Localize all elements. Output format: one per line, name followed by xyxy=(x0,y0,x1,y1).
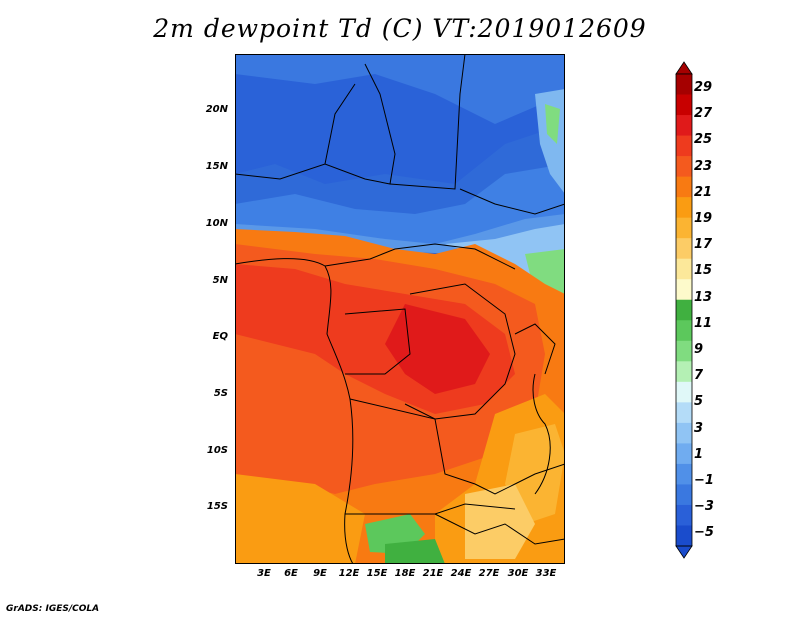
colorbar-label: 13 xyxy=(694,289,713,305)
colorbar-label: 25 xyxy=(694,132,713,148)
colorbar-swatch xyxy=(676,238,692,260)
colorbar-label: 9 xyxy=(694,342,704,357)
lon-tick-label: 12E xyxy=(338,568,360,579)
lat-tick-label: EQ xyxy=(212,331,228,342)
colorbar-swatch xyxy=(676,115,692,137)
colorbar-label: −1 xyxy=(694,473,714,488)
lon-tick-label: 9E xyxy=(313,568,327,579)
colorbar-swatch xyxy=(676,525,692,547)
lon-tick-label: 15E xyxy=(366,568,388,579)
colorbar-swatch xyxy=(676,94,692,116)
colorbar-label: 7 xyxy=(694,368,704,384)
colorbar-swatch xyxy=(676,299,692,321)
lon-tick-label: 21E xyxy=(422,568,444,579)
colorbar-swatch xyxy=(676,402,692,424)
colorbar-label: 1 xyxy=(694,446,704,462)
colorbar-swatch xyxy=(676,484,692,506)
lon-tick-label: 33E xyxy=(535,568,557,579)
lon-tick-label: 3E xyxy=(257,568,271,579)
colorbar-swatch xyxy=(676,176,692,198)
colorbar-label: 15 xyxy=(694,263,713,279)
colorbar-swatch xyxy=(676,258,692,280)
colorbar-swatch xyxy=(676,197,692,219)
lat-tick-label: 5S xyxy=(213,388,228,399)
lat-tick-label: 20N xyxy=(205,104,228,115)
colorbar-swatch xyxy=(676,74,692,96)
colorbar-swatch xyxy=(676,217,692,239)
lat-tick-label: 15N xyxy=(205,161,228,172)
colorbar-swatch xyxy=(676,463,692,485)
colorbar-swatch xyxy=(676,361,692,383)
lat-tick-label: 15S xyxy=(206,501,228,512)
lon-tick-label: 27E xyxy=(478,568,500,579)
colorbar-swatch xyxy=(676,504,692,526)
lat-tick-label: 5N xyxy=(212,275,228,286)
colorbar-label: 23 xyxy=(694,158,713,174)
colorbar-swatch xyxy=(676,156,692,178)
colorbar-swatch xyxy=(676,381,692,403)
colorbar-swatch xyxy=(676,320,692,342)
colorbar-swatch xyxy=(676,443,692,465)
colorbar xyxy=(675,61,693,559)
lon-tick-label: 30E xyxy=(507,568,529,579)
lat-tick-label: 10S xyxy=(206,445,228,456)
colorbar-swatch xyxy=(676,135,692,157)
colorbar-label: −3 xyxy=(694,499,714,515)
colorbar-label: 19 xyxy=(694,211,713,226)
colorbar-label: 27 xyxy=(694,106,713,122)
lon-tick-label: 6E xyxy=(284,568,298,579)
colorbar-label: 17 xyxy=(694,237,713,253)
chart-title: 2m dewpoint Td (C) VT:2019012609 xyxy=(153,14,647,43)
dewpoint-map xyxy=(235,54,565,564)
colorbar-swatch xyxy=(676,340,692,362)
credit: GrADS: IGES/COLA xyxy=(6,604,100,614)
colorbar-label: 29 xyxy=(694,80,713,95)
lon-tick-label: 18E xyxy=(394,568,416,579)
lat-tick-label: 10N xyxy=(205,218,228,229)
colorbar-swatch xyxy=(676,279,692,301)
colorbar-label: 11 xyxy=(694,315,713,331)
lon-tick-label: 24E xyxy=(450,568,472,579)
colorbar-label: 3 xyxy=(694,420,704,436)
colorbar-label: −5 xyxy=(694,525,714,541)
colorbar-bottom-arrow xyxy=(675,545,693,559)
colorbar-swatch xyxy=(676,422,692,444)
colorbar-label: 21 xyxy=(694,184,713,200)
colorbar-label: 5 xyxy=(694,394,704,410)
colorbar-top-arrow xyxy=(675,61,693,75)
